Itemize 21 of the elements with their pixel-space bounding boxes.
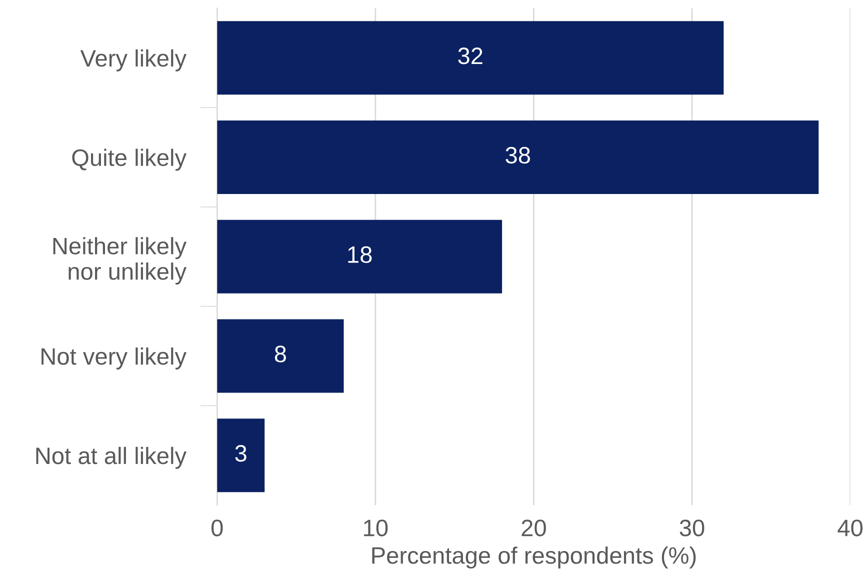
x-tick-label: 40: [838, 520, 863, 536]
x-axis-title: Percentage of respondents (%): [372, 546, 696, 569]
bar: [217, 120, 819, 194]
y-tick-label: Very likely: [80, 49, 187, 72]
x-tick-label: 0: [211, 520, 223, 536]
x-tick-label: 30: [680, 520, 704, 536]
bar: [217, 319, 344, 393]
y-tick-label: Not very likely: [42, 347, 187, 370]
data-label: 32: [458, 48, 482, 64]
bar: [217, 418, 265, 492]
bar: [217, 220, 502, 294]
data-label: 8: [274, 346, 286, 362]
y-tick-label: Not at all likely: [36, 446, 187, 469]
y-tick-label: Quite likely: [72, 148, 187, 171]
data-label: 38: [506, 146, 530, 164]
x-tick-label: 20: [522, 520, 546, 536]
data-label: 3: [235, 445, 246, 462]
bar: [217, 21, 724, 95]
x-tick-label: 10: [364, 520, 388, 536]
y-tick-label: Neither likely nor unlikely: [53, 237, 187, 285]
data-label: 18: [348, 246, 372, 263]
